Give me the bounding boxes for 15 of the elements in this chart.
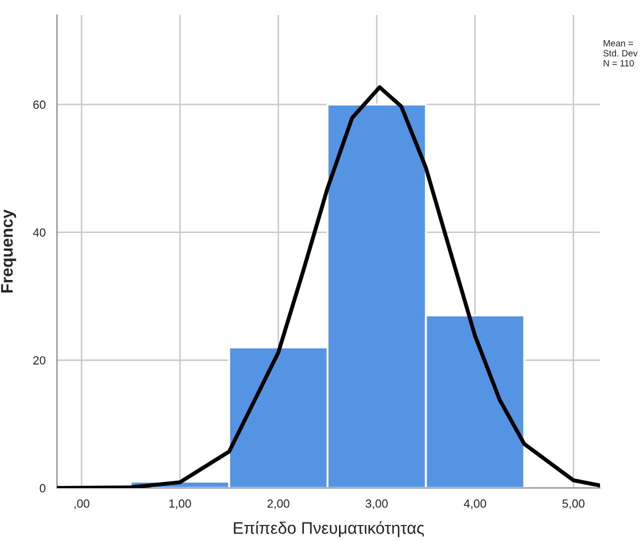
x-axis-title: Επίπεδο Πνευματικότητας bbox=[234, 521, 424, 538]
text: N = 110 bbox=[604, 60, 634, 66]
x-tick-label: 3,00 bbox=[366, 499, 388, 510]
x-tick-label: 2,00 bbox=[267, 499, 290, 510]
y-tick-label: 20 bbox=[33, 356, 46, 365]
y-tick-label: 60 bbox=[33, 100, 46, 109]
y-tick-label: 40 bbox=[33, 228, 46, 237]
x-tick-label: 5,00 bbox=[562, 499, 584, 510]
x-tick-label: 1,00 bbox=[169, 499, 191, 510]
x-tick-label: 4,00 bbox=[464, 499, 486, 510]
text: Mean = bbox=[604, 40, 633, 46]
y-axis-title: Frequency bbox=[1, 209, 16, 293]
y-tick-label: 0 bbox=[40, 484, 46, 492]
text: Std. Dev bbox=[603, 50, 638, 56]
x-tick-label: ,00 bbox=[74, 499, 90, 510]
